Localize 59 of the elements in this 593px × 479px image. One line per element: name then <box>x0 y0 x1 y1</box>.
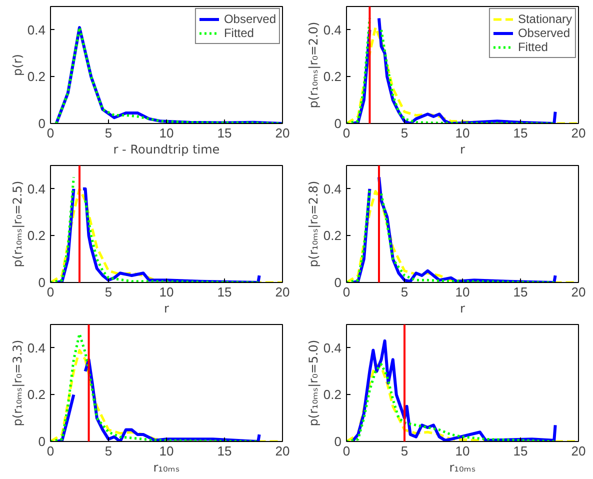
x-tick-label: 20 <box>275 444 290 458</box>
y-axis-title: p(r₁₀ₘₛ|r₀=2.5) <box>10 180 24 268</box>
legend-label: Observed <box>224 12 276 26</box>
x-tick-label: 15 <box>217 126 232 140</box>
x-axis-title: r <box>460 142 466 156</box>
x-axis-title: r - Roundtrip time <box>113 142 220 156</box>
y-tick-label: 0.2 <box>27 387 46 402</box>
x-tick-label: 20 <box>275 126 290 140</box>
legend-label: Fitted <box>518 40 548 54</box>
y-tick-label: 0.4 <box>323 340 342 356</box>
y-tick-label: 0.2 <box>27 228 46 244</box>
x-axis-title: r₁₀ₘₛ <box>449 460 476 474</box>
y-axis-title: p(r₁₀ₘₛ|r₀=5.0) <box>306 340 320 426</box>
x-tick-label: 20 <box>571 284 586 300</box>
y-axis-title: p(r₁₀ₘₛ|r₀=2.8) <box>306 180 320 268</box>
x-tick-label: 10 <box>455 126 470 140</box>
x-tick-label: 5 <box>104 444 112 458</box>
x-tick-label: 20 <box>275 284 290 300</box>
y-tick-label: 0.4 <box>27 340 46 356</box>
x-axis-title: r <box>460 302 466 316</box>
y-tick-label: 0.4 <box>323 22 342 38</box>
legend-label: Observed <box>518 26 570 40</box>
y-tick-label: 0.4 <box>27 22 46 38</box>
x-tick-label: 15 <box>217 284 232 300</box>
x-tick-label: 10 <box>455 284 470 300</box>
y-tick-label: 0.2 <box>323 387 342 402</box>
y-tick-label: 0.4 <box>27 181 46 196</box>
x-axis-title: r <box>164 302 170 316</box>
y-axis-title: p(r₁₀ₘₛ|r₀=3.3) <box>10 340 24 426</box>
legend-label: Fitted <box>224 26 254 40</box>
x-axis-title: r₁₀ₘₛ <box>153 460 180 474</box>
y-tick-label: 0.2 <box>323 69 342 84</box>
x-tick-label: 10 <box>159 126 174 140</box>
y-tick-label: 0 <box>38 275 46 290</box>
x-tick-label: 5 <box>400 126 408 140</box>
y-axis-title: p(r₁₀ₘₛ|r₀=2.0) <box>306 22 320 108</box>
x-tick-label: 15 <box>217 444 232 458</box>
y-tick-label: 0.4 <box>323 181 342 196</box>
y-tick-label: 0 <box>334 116 342 131</box>
x-tick-label: 10 <box>159 444 174 458</box>
x-tick-label: 20 <box>571 444 586 458</box>
y-tick-label: 0 <box>334 434 342 449</box>
y-tick-label: 0.2 <box>323 228 342 244</box>
x-tick-label: 5 <box>104 126 112 140</box>
y-tick-label: 0 <box>38 434 46 449</box>
y-axis-title: p(r) <box>10 54 24 76</box>
x-tick-label: 10 <box>455 444 470 458</box>
x-tick-label: 15 <box>513 444 528 458</box>
y-tick-label: 0 <box>38 116 46 131</box>
x-tick-label: 15 <box>513 284 528 300</box>
legend-label: Stationary <box>518 12 572 26</box>
y-tick-label: 0 <box>334 275 342 290</box>
x-tick-label: 5 <box>400 444 408 458</box>
x-tick-label: 15 <box>513 126 528 140</box>
y-tick-label: 0.2 <box>27 69 46 84</box>
x-tick-label: 20 <box>571 126 586 140</box>
x-tick-label: 5 <box>104 284 112 300</box>
x-tick-label: 5 <box>400 284 408 300</box>
x-tick-label: 10 <box>159 284 174 300</box>
